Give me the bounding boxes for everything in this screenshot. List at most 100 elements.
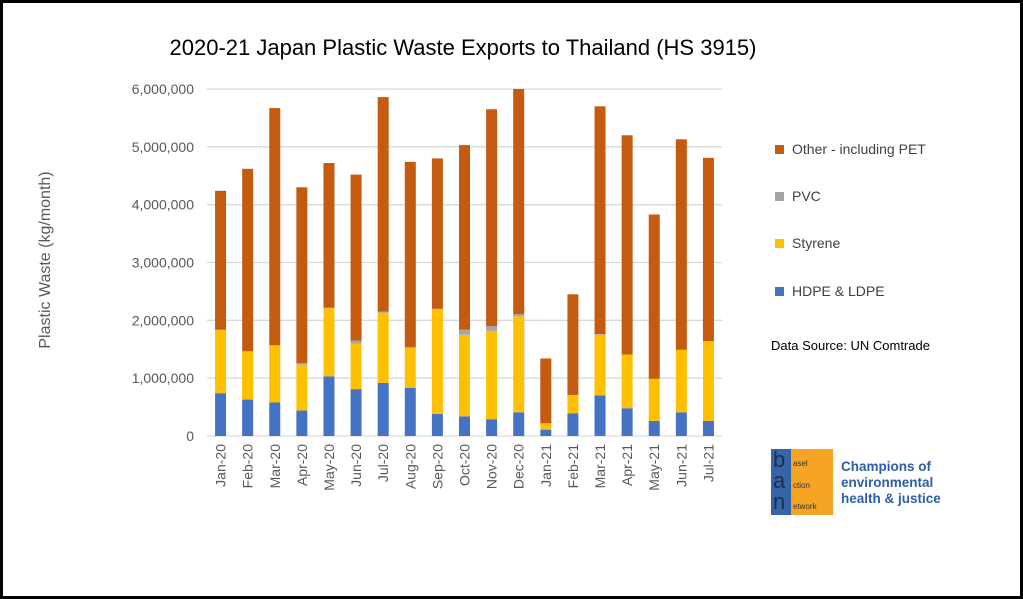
bar-segment-pvc (215, 329, 227, 331)
logo-letter: a (773, 468, 786, 493)
x-tick-label: Jun-20 (348, 444, 364, 487)
logo-word: ction (793, 481, 810, 490)
bar-segment-hdpe-ldpe (404, 387, 416, 436)
x-tick-label: May-20 (321, 444, 337, 491)
bar-segment-hdpe-ldpe (486, 419, 498, 436)
x-tick-label: Sep-20 (429, 444, 445, 489)
bar-segment-hdpe-ldpe (648, 420, 660, 436)
bar-segment-other-including-pet (242, 168, 254, 351)
legend-label: Styrene (792, 235, 841, 251)
x-tick-label: Jun-21 (673, 444, 689, 487)
x-tick-label: Feb-21 (565, 444, 581, 489)
bar-segment-pvc (269, 345, 281, 346)
bar-segment-other-including-pet (486, 109, 498, 327)
bar-segment-other-including-pet (350, 174, 362, 341)
bar-segment-hdpe-ldpe (296, 410, 308, 436)
bar-segment-styrene (431, 309, 443, 415)
bar-segment-hdpe-ldpe (350, 389, 362, 436)
bar-segment-pvc (459, 329, 470, 335)
y-tick-label: 3,000,000 (132, 255, 194, 271)
legend-label: HDPE & LDPE (792, 283, 885, 299)
bar-segment-pvc (404, 346, 416, 349)
legend-label: PVC (792, 188, 821, 204)
bar-segment-pvc (594, 334, 606, 335)
logo-letter: b (773, 447, 786, 472)
x-tick-label: Oct-20 (457, 444, 473, 486)
bar-segment-styrene (567, 394, 579, 414)
tagline-line: health & justice (841, 491, 941, 506)
x-tick-label: Jul-21 (700, 444, 716, 482)
legend-swatch (775, 286, 784, 296)
x-tick-label: Jan-20 (213, 444, 229, 487)
legend-item-hdpe: HDPE & LDPE (775, 283, 885, 299)
bar-segment-other-including-pet (215, 190, 227, 330)
bar-segment-hdpe-ldpe (675, 412, 687, 436)
tagline-line: Champions of (841, 459, 931, 474)
bar-segment-pvc (513, 313, 525, 317)
tagline-line: environmental (841, 475, 934, 490)
bar-segment-hdpe-ldpe (215, 393, 227, 436)
x-tick-label: Mar-20 (267, 444, 283, 489)
legend-item-pvc: PVC (775, 188, 821, 204)
bar-segment-pvc (242, 350, 254, 352)
bar-segment-other-including-pet (513, 89, 525, 314)
y-tick-label: 5,000,000 (132, 139, 194, 155)
bar-segment-other-including-pet (323, 163, 335, 308)
y-tick-label: 2,000,000 (132, 312, 194, 328)
bar-segment-styrene (594, 334, 606, 396)
bar-segment-styrene (377, 312, 389, 383)
bar-segment-styrene (404, 348, 416, 388)
y-tick-label: 0 (186, 428, 194, 444)
tagline: Champions of environmental health & just… (841, 459, 941, 507)
legend-swatch (775, 144, 784, 154)
bar-segment-other-including-pet (296, 187, 308, 364)
bar-segment-styrene (648, 378, 660, 421)
bar-segment-styrene (486, 330, 498, 420)
bar-segment-hdpe-ldpe (323, 376, 335, 436)
bar-segment-pvc (323, 307, 335, 309)
bar-segment-other-including-pet (269, 108, 281, 346)
legend-label: Other - including PET (792, 141, 926, 157)
x-tick-label: Jul-20 (375, 444, 391, 482)
bar-segment-hdpe-ldpe (513, 412, 525, 436)
bar-segment-other-including-pet (540, 358, 552, 424)
legend-swatch (775, 191, 784, 201)
bar-segment-pvc (377, 311, 389, 313)
bar-segment-hdpe-ldpe (621, 408, 633, 436)
bar-segment-styrene (323, 308, 335, 377)
bar-segment-styrene (513, 316, 525, 413)
bar-segment-styrene (269, 345, 281, 403)
x-tick-label: Jan-21 (538, 444, 554, 487)
x-tick-label: Aug-20 (402, 444, 418, 489)
bar-segment-other-including-pet (594, 106, 606, 335)
bar-segment-hdpe-ldpe (567, 413, 579, 436)
bar-segment-pvc (431, 308, 443, 310)
bar-segment-other-including-pet (675, 139, 687, 350)
x-tick-label: Dec-20 (511, 444, 527, 489)
x-tick-label: Apr-21 (619, 444, 635, 486)
bar-segment-pvc (350, 340, 362, 344)
bar-segment-styrene (459, 334, 470, 417)
bar-segment-hdpe-ldpe (540, 429, 552, 436)
legend-item-other: Other - including PET (775, 141, 926, 157)
bar-segment-hdpe-ldpe (594, 395, 606, 436)
y-tick-label: 4,000,000 (132, 197, 194, 213)
bar-segment-styrene (675, 349, 687, 413)
bar-segment-pvc (486, 326, 498, 331)
data-source-note: Data Source: UN Comtrade (771, 338, 930, 353)
bar-segment-hdpe-ldpe (377, 382, 389, 436)
bar-segment-styrene (296, 364, 308, 411)
bar-segment-other-including-pet (702, 157, 714, 342)
x-tick-label: Feb-20 (240, 444, 256, 489)
bar-segment-other-including-pet (567, 294, 579, 395)
bar-segment-pvc (296, 363, 308, 365)
bar-segment-styrene (702, 341, 714, 421)
bar-segment-hdpe-ldpe (269, 402, 281, 436)
bar-segment-hdpe-ldpe (702, 420, 714, 436)
x-tick-label: May-21 (646, 444, 662, 491)
bar-segment-other-including-pet (404, 161, 416, 347)
bar-segment-styrene (242, 351, 254, 400)
bar-segment-hdpe-ldpe (431, 414, 443, 436)
logo-word: asel (793, 459, 808, 468)
